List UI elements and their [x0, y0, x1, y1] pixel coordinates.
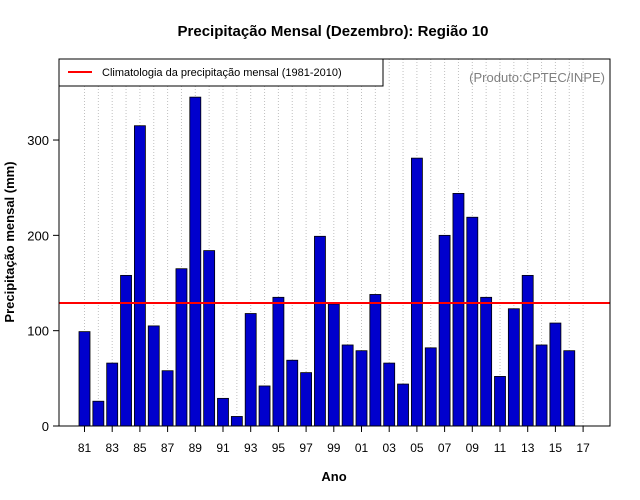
- bar-86: [147, 325, 160, 427]
- bar-85: [133, 125, 146, 427]
- bar-14: [535, 344, 548, 427]
- x-tick-label: 99: [327, 441, 341, 455]
- bar-91: [217, 397, 229, 427]
- x-tick-label: 01: [355, 441, 369, 455]
- bar-03: [383, 362, 396, 427]
- bar-09: [466, 216, 479, 427]
- bar-06: [424, 347, 437, 427]
- bar-11: [494, 376, 506, 427]
- x-axis: 81 83 85 87 89 91 93 95 97 99 01 03 05 07 09 11 13 15 17: [78, 426, 590, 455]
- bar-96: [286, 359, 299, 427]
- bar-95: [272, 296, 285, 427]
- bar-84: [120, 274, 132, 427]
- bar-98: [314, 235, 326, 427]
- x-tick-label: 83: [106, 441, 120, 455]
- y-tick-label: 200: [27, 228, 49, 243]
- x-tick-label: 07: [438, 441, 452, 455]
- bar-99: [327, 303, 340, 427]
- legend-box: [58, 58, 384, 87]
- bar-90: [203, 250, 216, 427]
- x-tick-label: 85: [133, 441, 147, 455]
- bar-10: [480, 296, 493, 427]
- bar-08: [452, 193, 465, 427]
- bar-81: [78, 331, 91, 427]
- product-credit: (Produto:CPTEC/INPE): [469, 70, 605, 85]
- y-axis-label: Precipitação mensal (mm): [2, 161, 17, 322]
- bar-92: [230, 416, 243, 427]
- bar-88: [175, 268, 188, 427]
- bar-83: [106, 362, 119, 427]
- x-tick-label: 13: [521, 441, 535, 455]
- x-tick-label: 95: [272, 441, 286, 455]
- bar-01: [355, 350, 368, 427]
- x-tick-label: 97: [299, 441, 313, 455]
- bar-82: [92, 400, 105, 427]
- x-tick-label: 91: [216, 441, 230, 455]
- bar-16: [563, 350, 576, 427]
- x-axis-label: Ano: [321, 469, 346, 484]
- y-tick-label: 0: [42, 419, 49, 434]
- bar-13: [521, 274, 534, 427]
- bar-02: [369, 294, 382, 427]
- x-tick-label: 03: [383, 441, 397, 455]
- x-tick-label: 93: [244, 441, 258, 455]
- bar-00: [341, 344, 354, 427]
- bar-15: [549, 322, 562, 427]
- y-tick-label: 100: [27, 324, 49, 339]
- bars-group: [78, 96, 576, 427]
- x-tick-label: 11: [494, 441, 507, 455]
- y-tick-label: 300: [27, 133, 49, 148]
- x-tick-label: 15: [549, 441, 563, 455]
- legend-label: Climatologia da precipitação mensal (198…: [102, 67, 342, 79]
- bar-04: [397, 383, 409, 427]
- bar-89: [189, 96, 202, 427]
- y-axis: 0 100 200 300: [27, 133, 59, 434]
- bar-97: [300, 372, 313, 427]
- bar-12: [507, 308, 520, 427]
- x-tick-label: 05: [410, 441, 424, 455]
- x-tick-label: 89: [189, 441, 203, 455]
- bar-87: [161, 370, 174, 427]
- x-tick-label: 17: [576, 441, 590, 455]
- chart-title: Precipitação Mensal (Dezembro): Região 1…: [178, 23, 489, 40]
- bar-94: [258, 385, 271, 427]
- x-tick-label: 87: [161, 441, 175, 455]
- x-tick-label: 09: [466, 441, 480, 455]
- bar-93: [244, 313, 257, 427]
- x-tick-label: 81: [78, 441, 92, 455]
- bar-07: [438, 234, 451, 427]
- legend: Climatologia da precipitação mensal (198…: [58, 58, 384, 87]
- grid-lines: [84, 59, 584, 426]
- bar-05: [410, 157, 423, 427]
